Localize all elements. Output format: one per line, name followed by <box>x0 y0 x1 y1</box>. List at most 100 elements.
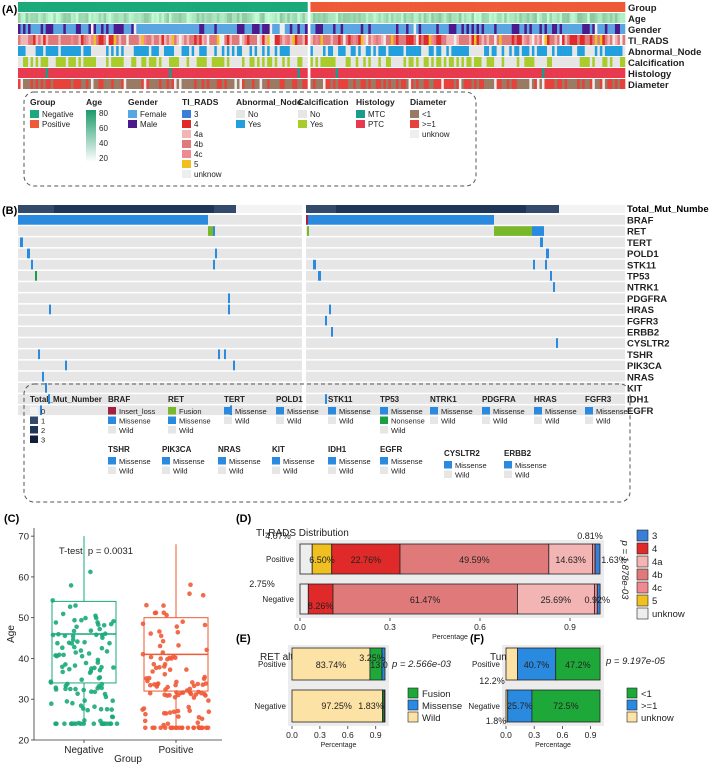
heatmap-cell <box>234 35 238 45</box>
heatmap-cell <box>98 13 102 23</box>
heatmap-cell <box>158 57 162 67</box>
heatmap-cell <box>403 57 407 67</box>
heatmap-cell <box>186 57 190 67</box>
mutation-cell <box>233 360 235 371</box>
heatmap-cell <box>579 13 583 23</box>
heatmap-cell <box>607 13 611 23</box>
heatmap-cell <box>401 46 404 56</box>
heatmap-cell <box>204 24 208 34</box>
heatmap-cell <box>519 46 523 56</box>
heatmap-cell <box>40 35 44 45</box>
heatmap-cell <box>594 68 598 78</box>
heatmap-cell <box>406 68 409 78</box>
data-point <box>202 622 208 628</box>
heatmap-cell <box>441 57 445 67</box>
gene-label: STK11 <box>627 260 657 271</box>
heatmap-cell <box>557 68 560 78</box>
heatmap-cell <box>471 2 475 12</box>
heatmap-cell <box>544 79 548 89</box>
legend-tirads-swatch <box>182 130 191 138</box>
legend-b-swatch <box>380 416 388 424</box>
heatmap-cell <box>88 24 92 34</box>
heatmap-cell <box>43 35 46 45</box>
data-point <box>141 706 147 711</box>
heatmap-cell <box>257 79 260 89</box>
heatmap-cell <box>403 24 407 34</box>
heatmap-cell <box>128 13 132 23</box>
heatmap-cell <box>33 24 36 34</box>
heatmap-cell <box>345 79 349 89</box>
heatmap-cell <box>466 13 470 23</box>
heatmap-cell <box>363 2 367 12</box>
heatmap-cell <box>20 13 24 23</box>
heatmap-cell <box>277 57 281 67</box>
heatmap-cell <box>466 2 470 12</box>
heatmap-cell <box>398 2 402 12</box>
heatmap-cell <box>83 35 87 45</box>
heatmap-cell <box>461 2 465 12</box>
heatmap-cell <box>592 35 596 45</box>
legend-b-title: NTRK1 <box>430 395 457 404</box>
heatmap-cell <box>579 68 583 78</box>
heatmap-cell <box>151 13 155 23</box>
legend-b-item: Missense <box>229 457 261 466</box>
heatmap-cell <box>272 46 275 56</box>
heatmap-cell <box>163 79 167 89</box>
legend-b-swatch <box>224 407 232 415</box>
legend-abnormal-node-swatch <box>236 110 245 118</box>
heatmap-cell <box>378 46 382 56</box>
heatmap-cell <box>360 79 364 89</box>
heatmap-cell <box>304 24 308 34</box>
legend-b-swatch <box>218 466 226 474</box>
heatmap-cell <box>395 68 399 78</box>
heatmap-cell <box>141 35 145 45</box>
legend-histology-item: MTC <box>368 110 386 119</box>
heatmap-cell <box>380 13 384 23</box>
heatmap-cell <box>151 57 155 67</box>
mutation-cell <box>313 259 316 270</box>
heatmap-cell <box>123 79 127 89</box>
track-label: Calcification <box>628 58 685 69</box>
data-point <box>160 638 166 644</box>
heatmap-cell <box>126 68 130 78</box>
mutation-cell <box>545 259 547 270</box>
legend-b-item: Wild <box>545 417 560 426</box>
heatmap-cell <box>436 13 440 23</box>
heatmap-cell <box>138 46 142 56</box>
heatmap-cell <box>466 79 470 89</box>
oncoprint-row-bg <box>306 338 625 348</box>
data-point <box>150 725 155 731</box>
heatmap-cell <box>441 24 445 34</box>
heatmap-cell <box>335 46 339 56</box>
category-label: Negative <box>468 702 500 711</box>
heatmap-cell <box>196 57 200 67</box>
heatmap-cell <box>219 57 223 67</box>
heatmap-cell <box>211 79 215 89</box>
heatmap-cell <box>564 68 568 78</box>
heatmap-cell <box>431 13 435 23</box>
heatmap-cell <box>53 24 57 34</box>
heatmap-cell <box>294 79 298 89</box>
heatmap-cell <box>481 68 485 78</box>
heatmap-cell <box>489 68 492 78</box>
data-point <box>67 604 73 609</box>
heatmap-cell <box>236 68 240 78</box>
heatmap-cell <box>244 35 248 45</box>
data-point <box>71 628 77 634</box>
heatmap-cell <box>338 68 341 78</box>
heatmap-cell <box>317 57 321 67</box>
heatmap-cell <box>231 79 235 89</box>
heatmap-cell <box>446 79 450 89</box>
mutation-cell <box>218 349 220 360</box>
heatmap-cell <box>93 35 97 45</box>
heatmap-cell <box>574 24 578 34</box>
heatmap-cell <box>592 13 596 23</box>
heatmap-cell <box>85 46 89 56</box>
heatmap-cell <box>189 57 192 67</box>
oncoprint-row-bg <box>306 405 625 416</box>
heatmap-cell <box>63 46 67 56</box>
data-point <box>70 637 76 642</box>
heatmap-cell <box>476 57 480 67</box>
heatmap-cell <box>287 2 291 12</box>
heatmap-cell <box>128 46 132 56</box>
